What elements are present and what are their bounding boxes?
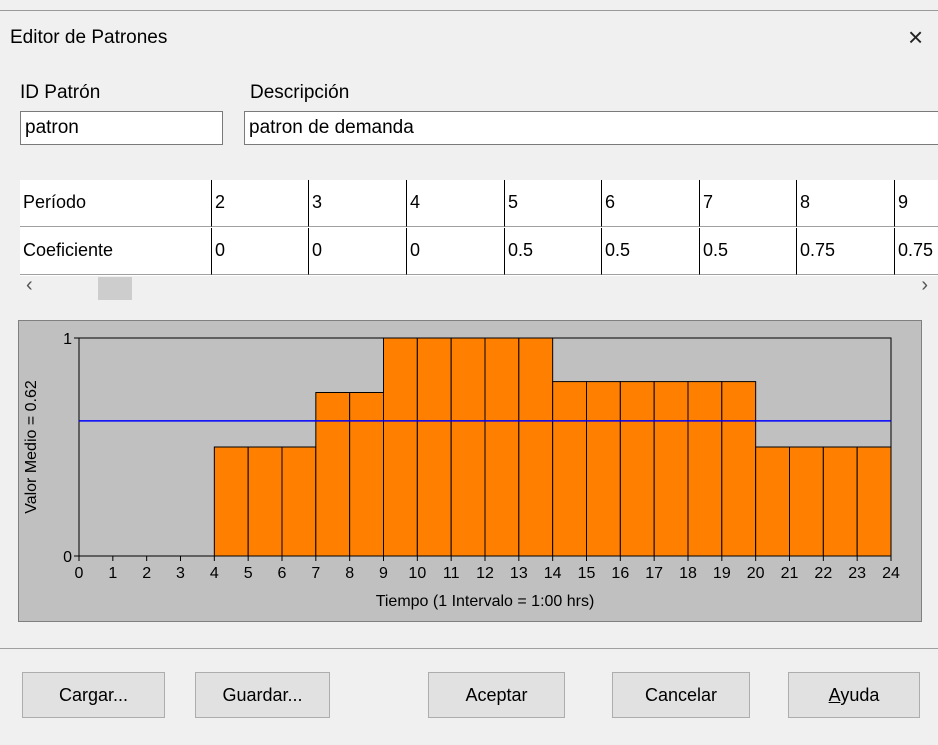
bar [721, 381, 757, 557]
button-label: Aceptar [465, 685, 528, 705]
table-cell[interactable]: 0.75 [895, 228, 938, 275]
table-cell[interactable]: 7 [700, 180, 797, 227]
table-cell[interactable]: 0 [212, 228, 309, 275]
x-tick-label: 18 [679, 565, 697, 582]
bar [856, 446, 892, 557]
close-button[interactable]: × [908, 22, 924, 52]
y-tick-label: 1 [63, 331, 72, 348]
x-tick-label: 15 [578, 565, 596, 582]
x-tick-label: 10 [408, 565, 426, 582]
bar [349, 392, 384, 557]
bar [619, 381, 655, 557]
window-title: Editor de Patrones [10, 27, 168, 48]
x-tick-label: 0 [75, 565, 84, 582]
x-tick-label: 11 [443, 565, 460, 582]
id-label: ID Patrón [20, 82, 101, 103]
table-cell[interactable]: 8 [797, 180, 895, 227]
table-cell[interactable]: 3 [309, 180, 407, 227]
table-cell[interactable]: Período [20, 180, 212, 227]
bar [518, 337, 554, 557]
table-cell[interactable]: 0 [407, 228, 505, 275]
help-button[interactable]: Ayuda [788, 672, 920, 718]
x-tick-label: 20 [747, 565, 765, 582]
table-cell[interactable]: 6 [602, 180, 700, 227]
table-cell[interactable]: 2 [212, 180, 309, 227]
table-cell[interactable]: Coeficiente [20, 228, 212, 275]
desc-input[interactable]: patron de demanda [244, 111, 938, 145]
save-button[interactable]: Guardar... [195, 672, 330, 718]
desc-label: Descripción [250, 82, 350, 103]
x-tick-label: 17 [645, 565, 663, 582]
x-tick-label: 19 [713, 565, 731, 582]
x-tick-label: 7 [311, 565, 320, 582]
table-cell[interactable]: 4 [407, 180, 505, 227]
x-axis-label: Tiempo (1 Intervalo = 1:00 hrs) [376, 593, 595, 610]
button-label: Ayuda [828, 685, 880, 705]
ok-button[interactable]: Aceptar [428, 672, 565, 718]
x-tick-label: 5 [244, 565, 253, 582]
x-tick-label: 22 [814, 565, 832, 582]
button-label: Cancelar [644, 685, 718, 705]
x-tick-label: 12 [476, 565, 494, 582]
bar [552, 381, 588, 557]
x-tick-label: 9 [379, 565, 388, 582]
bar [484, 337, 520, 557]
table-cell[interactable]: 0 [309, 228, 407, 275]
bar [653, 381, 689, 557]
load-button[interactable]: Cargar... [22, 672, 165, 718]
bar [586, 381, 621, 557]
y-tick-label: 0 [63, 549, 72, 566]
x-tick-label: 14 [544, 565, 562, 582]
chart: 010 1 2 3 4 5 6 7 8 9 10 11 12 13 14 15 16 17 18 19 20 21 22 23… [18, 320, 922, 622]
table-cell[interactable]: 5 [505, 180, 602, 227]
x-tick-label: 8 [345, 565, 354, 582]
scroll-thumb[interactable] [98, 277, 132, 300]
table-cell[interactable]: 9 [895, 180, 938, 227]
bar [213, 446, 249, 557]
bar [789, 446, 824, 557]
cancel-button[interactable]: Cancelar [612, 672, 750, 718]
x-tick-label: 4 [210, 565, 219, 582]
table-cell[interactable]: 0.5 [505, 228, 602, 275]
pattern-table: Período 2 3 4 5 6 7 8 9 Coeficiente 0 0 0 0.5 0.5 0.5 0.… [20, 180, 938, 276]
bar [383, 337, 418, 557]
bar [247, 446, 283, 557]
x-tick-label: 24 [882, 565, 900, 582]
x-tick-label: 6 [278, 565, 287, 582]
bar [416, 337, 452, 557]
x-tick-label: 16 [611, 565, 629, 582]
x-tick-label: 3 [176, 565, 185, 582]
y-axis-label: Valor Medio = 0.62 [23, 380, 40, 514]
border [0, 10, 938, 11]
x-tick-label: 2 [142, 565, 151, 582]
bar [755, 446, 791, 557]
bar [687, 381, 723, 557]
table-cell[interactable]: 0.75 [797, 228, 895, 275]
table-cell[interactable]: 0.5 [602, 228, 700, 275]
x-tick-label: 13 [510, 565, 528, 582]
bar [450, 337, 486, 557]
x-tick-label: 23 [848, 565, 866, 582]
bar [315, 392, 351, 557]
x-tick-label: 1 [108, 565, 117, 582]
button-label: Guardar... [222, 685, 303, 705]
id-input[interactable]: patron [20, 111, 223, 145]
button-label: Cargar... [58, 685, 129, 705]
separator [0, 648, 938, 649]
bar [822, 446, 858, 557]
x-tick-label: 21 [781, 565, 799, 582]
scrollbar[interactable]: ‹ › [20, 274, 938, 300]
bar [281, 446, 317, 557]
table-cell[interactable]: 0.5 [700, 228, 797, 275]
